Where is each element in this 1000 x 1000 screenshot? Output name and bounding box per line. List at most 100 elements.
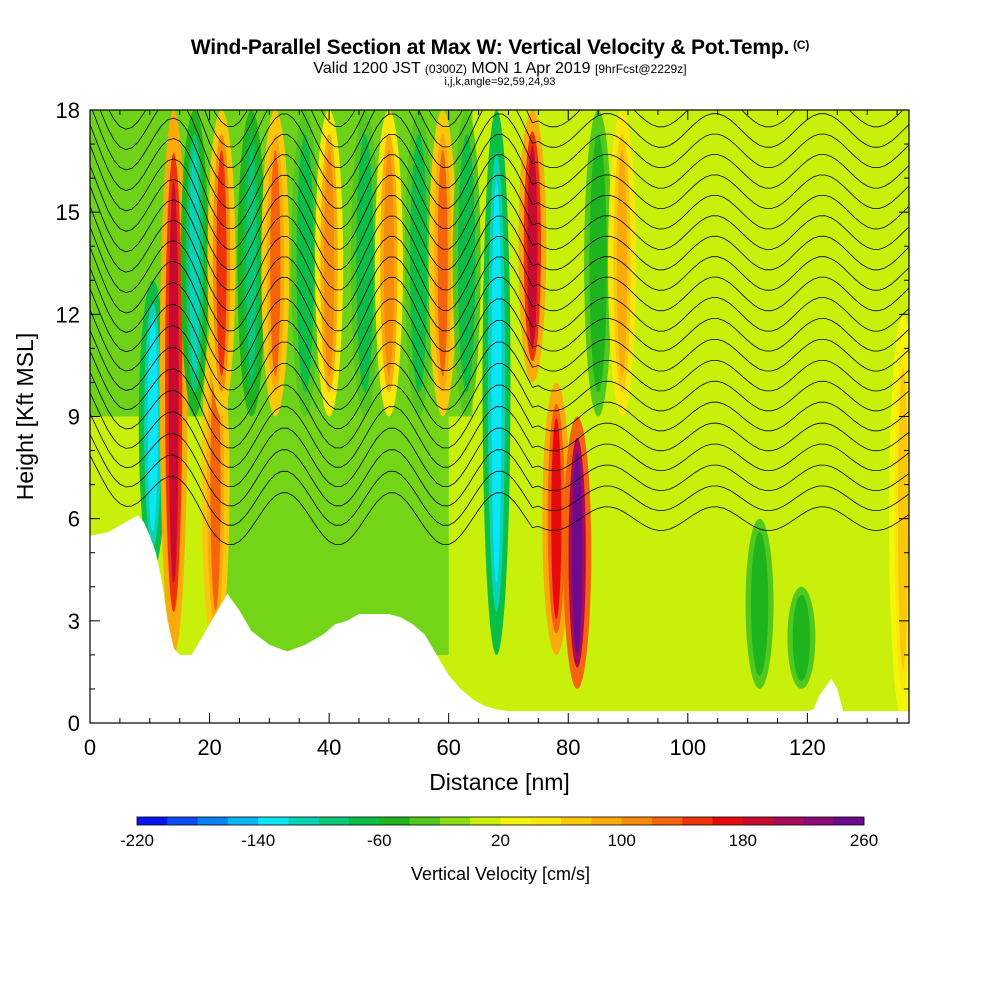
colorbar-swatch-7 <box>349 817 380 825</box>
y-tick-label-18: 18 <box>56 98 80 123</box>
valid-time: Valid 1200 JST <box>313 60 421 77</box>
colorbar-tick-label--220: -220 <box>120 831 154 850</box>
colorbar-swatch-0 <box>137 817 168 825</box>
velocity-cell-3-2 <box>210 359 221 611</box>
colorbar-tick-label--60: -60 <box>367 831 392 850</box>
forecast-info: [9hrFcst@2229z] <box>595 62 687 76</box>
lower-field-band <box>209 416 449 655</box>
velocity-cell-5-2 <box>246 150 257 377</box>
colorbar-tick-label-100: 100 <box>607 831 635 850</box>
y-tick-label-0: 0 <box>68 711 80 736</box>
isentrope-1 <box>90 434 909 526</box>
colorbar-swatch-5 <box>288 817 320 825</box>
colorbar-swatch-15 <box>591 817 623 825</box>
colorbar-swatch-1 <box>167 817 198 825</box>
terrain <box>90 515 909 723</box>
colorbar-swatch-9 <box>409 817 441 825</box>
chart-subtitle: Valid 1200 JST (0300Z) MON 1 Apr 2019 [9… <box>0 60 1000 78</box>
y-tick-label-15: 15 <box>56 200 80 225</box>
velocity-cell-19-2 <box>616 150 628 377</box>
colorbar-swatch-22 <box>803 817 835 825</box>
colorbar-tick-label-180: 180 <box>729 831 757 850</box>
isentrope-16 <box>90 124 909 229</box>
colorbar-swatch-14 <box>561 817 592 825</box>
isentrope-11 <box>90 226 909 332</box>
velocity-cell-12-2 <box>437 150 448 377</box>
velocity-cell-16-2 <box>551 418 562 620</box>
colorbar-swatch-11 <box>470 817 501 825</box>
isentrope-20 <box>204 110 904 148</box>
x-tick-label-100: 100 <box>669 735 706 760</box>
valid-date: MON 1 Apr 2019 <box>471 60 591 77</box>
colorbar-swatch-12 <box>500 817 532 825</box>
colorbar-swatch-17 <box>651 817 683 825</box>
x-ticks <box>89 110 898 723</box>
velocity-cell-7-2 <box>300 150 311 377</box>
x-tick-label-60: 60 <box>436 735 460 760</box>
chart-title-mark: (C) <box>793 38 810 52</box>
colorbar-swatch-16 <box>621 817 653 825</box>
chart-indices: i,j,k,angle=92,59,24,93 <box>444 76 556 88</box>
velocity-cell-13-2 <box>461 150 472 377</box>
colorbar-swatch-21 <box>773 817 804 825</box>
colorbar-frame <box>136 816 865 826</box>
y-tick-label-3: 3 <box>68 609 80 634</box>
y-ticks <box>90 109 909 724</box>
isentrope-3 <box>90 392 909 487</box>
isentrope-7 <box>90 309 909 410</box>
velocity-cell-20-2 <box>754 541 765 667</box>
colorbar-swatch-10 <box>439 817 471 825</box>
isentrope-9 <box>90 267 909 371</box>
isentrope-19 <box>108 110 909 168</box>
x-tick-label-20: 20 <box>197 735 221 760</box>
y-axis-label: Height [Kft MSL] <box>12 333 38 500</box>
y-tick-label-12: 12 <box>56 302 80 327</box>
velocity-cell-8-2 <box>324 150 335 377</box>
isentrope-4 <box>90 371 909 468</box>
isentrope-14 <box>90 165 909 270</box>
chart-title: Wind-Parallel Section at Max W: Vertical… <box>0 36 1000 60</box>
velocity-cell-2-2 <box>189 150 200 377</box>
velocity-cell-1-2 <box>168 181 179 584</box>
isentrope-5 <box>90 350 909 449</box>
colorbar-swatch-4 <box>258 817 289 825</box>
colorbar-swatch-13 <box>530 817 562 825</box>
colorbar-swatch-8 <box>379 817 411 825</box>
colorbar-swatch-20 <box>742 817 774 825</box>
isentrope-12 <box>90 206 909 311</box>
isentrope-13 <box>90 185 909 291</box>
velocity-cell-10-2 <box>383 150 394 377</box>
isentropes <box>90 110 909 545</box>
isentrope-6 <box>90 330 909 429</box>
isentrope-18 <box>99 110 909 189</box>
colorbar-swatch-6 <box>318 817 350 825</box>
colorbar-swatch-3 <box>227 817 259 825</box>
isentrope-17 <box>91 110 909 209</box>
valid-utc: (0300Z) <box>424 62 467 76</box>
x-tick-label-120: 120 <box>789 735 826 760</box>
chart-title-text: Wind-Parallel Section at Max W: Vertical… <box>190 36 790 59</box>
colorbar-swatch-18 <box>682 817 713 825</box>
colorbar-swatch-23 <box>833 817 865 825</box>
y-tick-label-9: 9 <box>68 405 80 430</box>
velocity-cell-0-2 <box>147 318 158 532</box>
x-axis-label: Distance [nm] <box>429 769 570 795</box>
colorbar-swatch-19 <box>712 817 744 825</box>
velocity-cell-14-2 <box>491 181 502 584</box>
colorbar-swatch-2 <box>197 817 229 825</box>
isentrope-21 <box>213 110 463 127</box>
colorbar-label: Vertical Velocity [cm/s] <box>411 864 590 884</box>
velocity-field <box>90 110 909 723</box>
isentrope-2 <box>90 413 909 507</box>
x-tick-label-80: 80 <box>556 735 580 760</box>
velocity-cell-21-2 <box>796 600 807 676</box>
colorbar-tick-label-20: 20 <box>491 831 510 850</box>
colorbar-tick-label--140: -140 <box>241 831 275 850</box>
x-tick-label-0: 0 <box>84 735 96 760</box>
colorbar: -220 -140 -60 20 100 180 260 Vertical Velocity … <box>120 816 878 884</box>
y-tick-label-6: 6 <box>68 507 80 532</box>
isentrope-0 <box>90 455 909 545</box>
velocity-cell-15-2 <box>527 145 538 347</box>
isentrope-8 <box>90 288 909 391</box>
